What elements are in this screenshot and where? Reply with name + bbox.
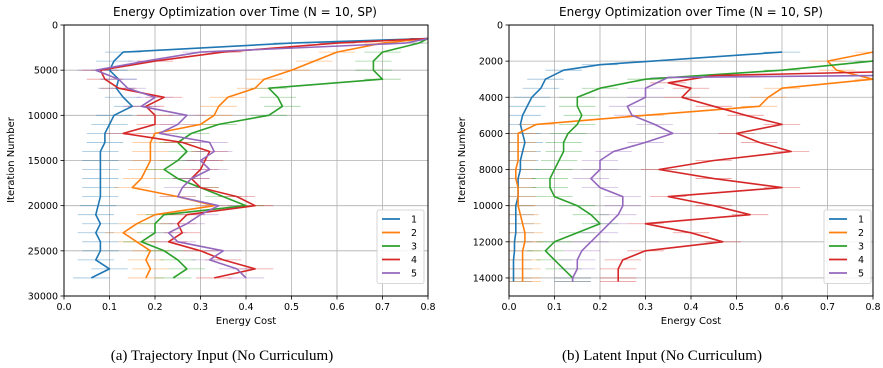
legend-label-3: 3 bbox=[858, 242, 864, 253]
legend-label-5: 5 bbox=[858, 269, 864, 280]
y-tick-label: 5000 bbox=[34, 66, 58, 77]
y-tick-label: 15000 bbox=[28, 156, 58, 167]
x-tick-label: 0.5 bbox=[284, 302, 299, 313]
x-tick-label: 0.0 bbox=[56, 302, 71, 313]
x-tick-label: 0.7 bbox=[820, 302, 835, 313]
chart-panel-a: Energy Optimization over Time (N = 10, S… bbox=[6, 5, 436, 364]
legend-label-1: 1 bbox=[858, 215, 864, 226]
chart-a-x-label: Energy Cost bbox=[216, 316, 276, 327]
series-line-5 bbox=[571, 74, 873, 282]
chart-a-x-ticks: 0.0 0.1 0.2 0.3 0.4 0.5 0.6 0.7 0.8 bbox=[56, 296, 436, 313]
chart-b-series bbox=[512, 51, 873, 282]
series-line-1 bbox=[90, 37, 428, 279]
x-tick-label: 0.7 bbox=[375, 302, 390, 313]
x-tick-label: 0.1 bbox=[547, 302, 562, 313]
series-line-3 bbox=[544, 60, 873, 282]
x-tick-label: 0.1 bbox=[102, 302, 117, 313]
y-tick-label: 25000 bbox=[28, 246, 58, 257]
legend-label-2: 2 bbox=[411, 228, 417, 239]
x-tick-label: 0.8 bbox=[865, 302, 880, 313]
y-tick-label: 12000 bbox=[473, 237, 503, 248]
y-tick-label: 14000 bbox=[473, 273, 503, 284]
x-tick-label: 0.2 bbox=[592, 302, 607, 313]
legend-label-1: 1 bbox=[411, 215, 417, 226]
chart-panel-b: Energy Optimization over Time (N = 10, S… bbox=[457, 5, 881, 364]
y-tick-label: 8000 bbox=[479, 165, 503, 176]
legend-label-5: 5 bbox=[411, 269, 417, 280]
series-line-1 bbox=[512, 51, 783, 282]
legend-label-3: 3 bbox=[411, 242, 417, 253]
x-tick-label: 0.4 bbox=[683, 302, 698, 313]
chart-b-y-ticks: 0 2000 4000 6000 8000 10000 12000 14000 bbox=[473, 21, 509, 284]
series-line-2 bbox=[122, 37, 428, 279]
legend-box bbox=[376, 209, 425, 284]
x-tick-label: 0.6 bbox=[774, 302, 789, 313]
chart-a-caption: (a) Trajectory Input (No Curriculum) bbox=[111, 348, 333, 364]
x-tick-label: 0.8 bbox=[420, 302, 435, 313]
legend-label-2: 2 bbox=[858, 228, 864, 239]
x-tick-label: 0.0 bbox=[501, 302, 516, 313]
x-tick-label: 0.3 bbox=[193, 302, 208, 313]
chart-a-title: Energy Optimization over Time (N = 10, S… bbox=[113, 5, 377, 19]
x-tick-label: 0.4 bbox=[238, 302, 253, 313]
series-line-4 bbox=[617, 71, 873, 282]
x-tick-label: 0.3 bbox=[638, 302, 653, 313]
legend-label-4: 4 bbox=[411, 255, 417, 266]
y-tick-label: 4000 bbox=[479, 93, 503, 104]
y-tick-label: 0 bbox=[497, 21, 503, 32]
y-tick-label: 6000 bbox=[479, 129, 503, 140]
chart-b-legend: 1 2 3 4 5 bbox=[823, 209, 872, 284]
y-tick-label: 10000 bbox=[28, 111, 58, 122]
chart-a-y-ticks: 0 5000 10000 15000 20000 25000 30000 bbox=[28, 21, 64, 303]
series-line-5 bbox=[95, 37, 428, 279]
chart-a-series bbox=[90, 37, 428, 279]
series-line-3 bbox=[140, 37, 428, 279]
y-tick-label: 20000 bbox=[28, 201, 58, 212]
y-tick-label: 10000 bbox=[473, 201, 503, 212]
y-tick-label: 30000 bbox=[28, 292, 58, 303]
series-line-2 bbox=[515, 51, 873, 282]
legend-box bbox=[823, 209, 872, 284]
chart-b-x-ticks: 0.0 0.1 0.2 0.3 0.4 0.5 0.6 0.7 0.8 bbox=[501, 296, 881, 313]
chart-b-y-label: Iteration Number bbox=[457, 116, 468, 203]
legend-label-4: 4 bbox=[858, 255, 864, 266]
chart-a-legend: 1 2 3 4 5 bbox=[376, 209, 425, 284]
chart-b-title: Energy Optimization over Time (N = 10, S… bbox=[559, 5, 823, 19]
chart-a-y-label: Iteration Number bbox=[6, 116, 17, 203]
y-tick-label: 0 bbox=[52, 21, 58, 32]
x-tick-label: 0.2 bbox=[147, 302, 162, 313]
chart-b-x-label: Energy Cost bbox=[661, 316, 721, 327]
x-tick-label: 0.6 bbox=[329, 302, 344, 313]
chart-b-caption: (b) Latent Input (No Curriculum) bbox=[562, 348, 762, 364]
y-tick-label: 2000 bbox=[479, 57, 503, 68]
x-tick-label: 0.5 bbox=[729, 302, 744, 313]
